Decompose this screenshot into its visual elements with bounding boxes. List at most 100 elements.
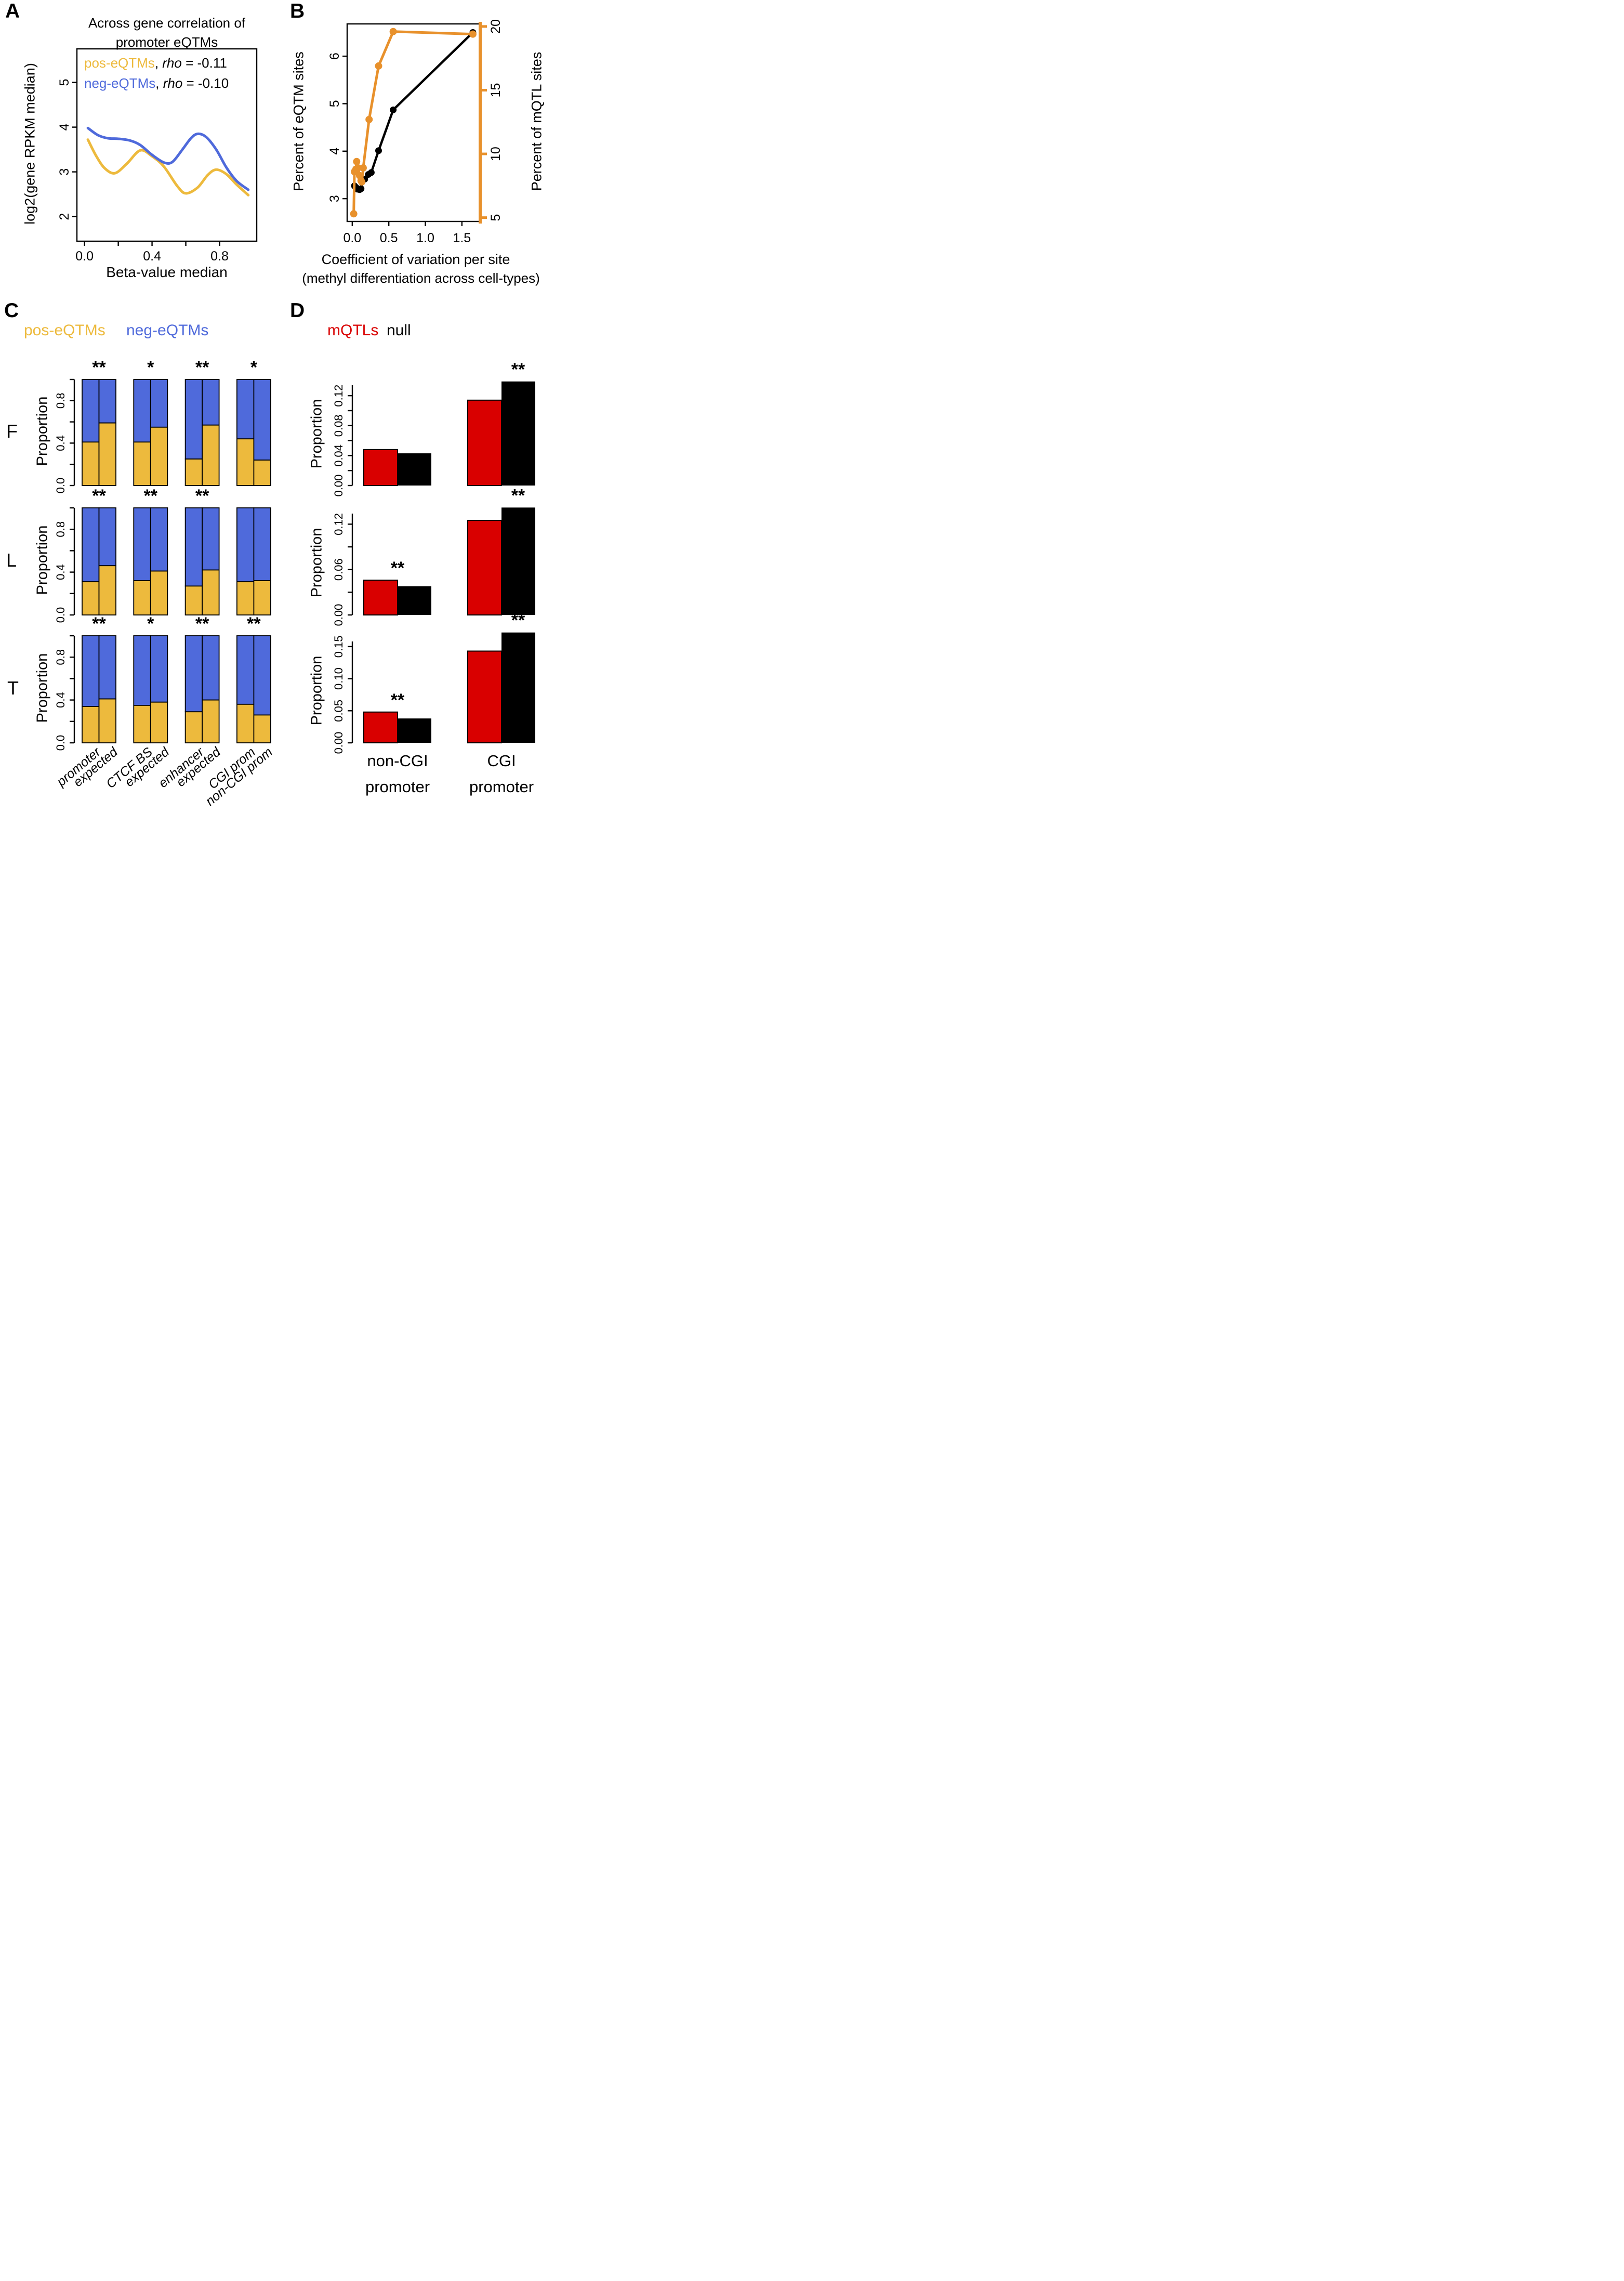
pos-eqtm-bar-segment xyxy=(253,580,271,615)
svg-text:2: 2 xyxy=(57,213,72,220)
mqtls-bar xyxy=(467,399,502,486)
pos-eqtm-bar-segment xyxy=(253,460,271,486)
panel-d-legend-mqtls: mQTLs xyxy=(327,322,379,339)
panel-d-row-F: 0.00 0.04 0.08 0.12 ** xyxy=(332,360,535,496)
panel-c-legend-neg-eqtms: neg-eQTMs xyxy=(126,322,209,339)
panel-c-row-label-t: T xyxy=(7,677,19,699)
neg-eqtm-bar-segment xyxy=(202,379,220,426)
panel-d-legend-null: null xyxy=(387,322,411,339)
null-bar xyxy=(501,507,535,615)
panel-a-axes: 2 3 4 5 0.0 0.4 0.8 xyxy=(57,48,258,264)
panel-c-row-label-l: L xyxy=(6,549,17,571)
mqtls-bar xyxy=(363,711,398,744)
panel-a-y-axis-label: log2(gene RPKM median) xyxy=(22,63,38,225)
panel-b-x-axis-label-line2: (methyl differentiation across cell-type… xyxy=(302,270,540,286)
svg-text:0.12: 0.12 xyxy=(332,513,345,535)
svg-text:0.15: 0.15 xyxy=(332,635,345,658)
panel-b-right-y-axis-label: Percent of mQTL sites xyxy=(529,51,545,191)
null-bar xyxy=(398,586,431,615)
panel-a-series-neg-eQTMs xyxy=(86,126,250,191)
panel-d-letter: D xyxy=(290,299,305,322)
svg-text:**: ** xyxy=(195,358,209,377)
pos-eqtm-bar-segment xyxy=(253,714,271,743)
neg-eqtm-bar-segment xyxy=(236,507,255,583)
svg-text:5: 5 xyxy=(488,214,503,221)
svg-text:0.8: 0.8 xyxy=(54,393,67,409)
pos-eqtm-bar-segment xyxy=(202,569,220,615)
legend-separator: , xyxy=(154,55,163,71)
pos-eqtm-bar-segment xyxy=(150,570,168,615)
svg-text:0.4: 0.4 xyxy=(54,435,67,451)
mqtls-bar xyxy=(363,580,398,615)
svg-text:1.0: 1.0 xyxy=(416,231,434,245)
panel-b-x-axis-label-line1: Coefficient of variation per site xyxy=(321,252,510,267)
svg-text:*: * xyxy=(250,358,258,377)
pos-eqtm-bar-segment xyxy=(98,422,116,486)
mqtls-bar xyxy=(363,449,398,486)
svg-text:**: ** xyxy=(511,611,525,631)
panel-d-row-L: 0.00 0.06 0.12 ** ** xyxy=(332,486,535,626)
neg-eqtm-bar-segment xyxy=(202,507,220,571)
panel-c-row-label-f: F xyxy=(6,421,18,442)
neg-eqtm-bar-segment xyxy=(133,635,151,706)
pos-eqtm-bar-segment xyxy=(82,441,100,486)
panel-a-legend-pos: pos-eQTMs, rho = -0.11 xyxy=(84,55,227,71)
neg-eqtm-bar-segment xyxy=(82,379,100,443)
panel-d-row-T: 0.00 0.05 0.10 0.15 ** ** xyxy=(332,611,535,754)
svg-text:0.10: 0.10 xyxy=(332,667,345,690)
pos-eqtm-bar-segment xyxy=(133,441,151,486)
panel-d-plot: 0.000.040.080.12**0.000.060.12****0.00 0.… xyxy=(332,360,535,754)
pos-eqtm-bar-segment xyxy=(98,698,116,743)
pos-eqtm-bar-segment xyxy=(82,706,100,743)
svg-text:0.5: 0.5 xyxy=(380,231,398,245)
svg-text:**: ** xyxy=(92,486,106,506)
svg-text:0.4: 0.4 xyxy=(54,692,67,708)
pos-eqtm-bar-segment xyxy=(184,585,203,615)
svg-text:0.0: 0.0 xyxy=(75,249,94,264)
panel-c-row-L: 0.0 0.4 0.8 ** ** ** xyxy=(54,486,271,623)
panel-a-legend-neg: neg-eQTMs, rho = -0.10 xyxy=(84,75,229,91)
mqtls-bar xyxy=(467,520,502,615)
legend-rho-value: = -0.10 xyxy=(182,75,229,91)
neg-eqtm-bar-segment xyxy=(150,635,168,703)
svg-text:0.00: 0.00 xyxy=(332,604,345,626)
panel-a-letter: A xyxy=(5,0,20,22)
svg-text:0.12: 0.12 xyxy=(332,385,345,407)
svg-text:20: 20 xyxy=(488,19,503,34)
svg-text:0.4: 0.4 xyxy=(143,249,161,264)
panel-a-x-axis-label: Beta-value median xyxy=(106,264,228,280)
neg-eqtm-bar-segment xyxy=(98,635,116,700)
neg-eqtm-bar-segment xyxy=(98,379,116,424)
neg-eqtm-bar-segment xyxy=(133,379,151,443)
neg-eqtm-bar-segment xyxy=(202,635,220,701)
neg-eqtm-bar-segment xyxy=(150,379,168,428)
svg-text:0.0: 0.0 xyxy=(343,231,361,245)
pos-eqtm-bar-segment xyxy=(98,565,116,615)
panel-c-plot: 0.00.40.8** * ** *0.00.40.8** ** **0.00.40.8*… xyxy=(54,358,271,751)
svg-text:0.4: 0.4 xyxy=(54,564,67,580)
svg-text:5: 5 xyxy=(327,100,342,108)
pos-eqtm-bar-segment xyxy=(184,711,203,743)
svg-text:*: * xyxy=(147,614,154,634)
null-bar xyxy=(501,381,535,486)
panel-b-axes: 3 4 5 6 0.0 0.5 1.0 1.5 xyxy=(327,23,481,245)
svg-text:5: 5 xyxy=(57,79,72,86)
legend-rho-value: = -0.11 xyxy=(181,55,227,71)
panel-c-row-T: 0.00.40.8** * ** ** xyxy=(54,614,271,751)
pos-eqtm-bar-segment xyxy=(133,705,151,743)
svg-text:0.04: 0.04 xyxy=(332,444,345,467)
panel-d-category-label: promoter xyxy=(365,778,430,796)
pos-eqtm-bar-segment xyxy=(236,581,255,615)
panel-b-plot: 3 4 5 6 0.0 0.5 1.0 1.5 5 10 15 20 xyxy=(327,19,503,245)
neg-eqtm-bar-segment xyxy=(253,635,271,716)
svg-text:0.8: 0.8 xyxy=(210,249,229,264)
pos-eqtm-bar-segment xyxy=(202,699,220,743)
null-bar xyxy=(398,718,431,743)
svg-text:0.05: 0.05 xyxy=(332,700,345,722)
legend-separator: , xyxy=(155,75,163,91)
svg-text:**: ** xyxy=(195,486,209,506)
neg-eqtm-bar-segment xyxy=(184,507,203,587)
neg-eqtm-bar-segment xyxy=(184,379,203,460)
legend-pos-eqtms-label: pos-eQTMs xyxy=(84,55,155,71)
svg-text:*: * xyxy=(147,358,154,377)
